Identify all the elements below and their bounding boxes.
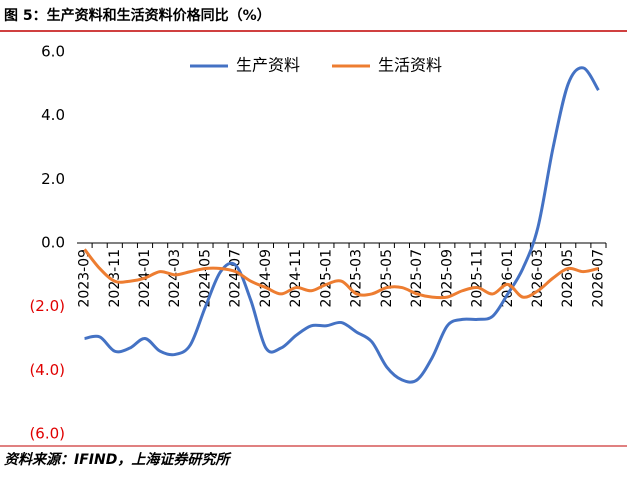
legend-label: 生产资料 [236,56,300,75]
source: 资料来源：IFIND，上海证券研究所 [4,451,232,468]
series-line [84,66,600,384]
x-tick-label: 2025-03 [349,249,365,308]
y-tick-label: 6.0 [41,43,65,61]
y-tick-label: (2.0) [29,297,65,315]
legend-label: 生活资料 [378,56,442,75]
y-tick-label: 4.0 [41,106,65,124]
y-tick-label: (6.0) [29,425,65,443]
x-tick-label: 2026-07 [590,249,606,308]
y-tick-label: 0.0 [41,234,65,252]
x-tick-label: 2024-05 [197,249,213,308]
x-tick-label: 2025-09 [439,249,455,308]
x-tick-label: 2023-09 [77,249,93,308]
series-line [83,248,599,300]
x-tick-label: 2024-09 [258,249,274,308]
chart-title: 图 5：生产资料和生活资料价格同比（%） [4,7,271,24]
x-tick-label: 2026-03 [530,249,546,308]
x-tick-label: 2025-07 [409,249,425,308]
x-tick-label: 2026-05 [560,249,576,308]
x-tick-label: 2025-11 [470,249,486,308]
x-tick-label: 2025-01 [318,249,334,308]
x-tick-label: 2023-11 [107,249,123,308]
y-tick-label: 2.0 [41,170,65,188]
y-tick-label: (4.0) [29,361,65,379]
x-tick-label: 2026-01 [500,249,516,308]
x-tick-label: 2024-11 [288,249,304,308]
x-tick-label: 2024-03 [167,249,183,308]
x-tick-label: 2025-05 [379,249,395,308]
